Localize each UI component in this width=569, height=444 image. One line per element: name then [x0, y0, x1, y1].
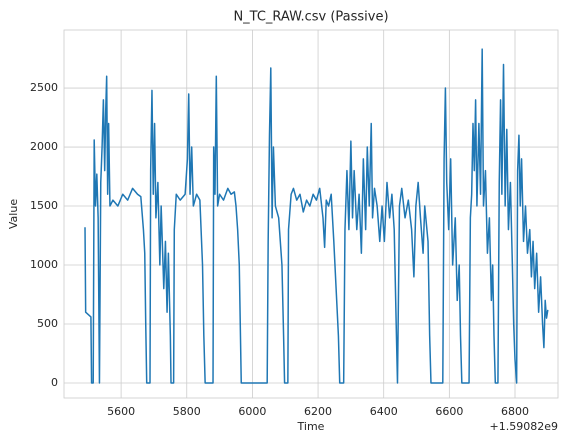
y-tick-label: 0	[51, 376, 58, 389]
plot-area	[63, 29, 559, 399]
y-axis-label: Value	[7, 199, 20, 229]
x-tick-label: 5800	[173, 405, 201, 418]
x-tick-label: 6400	[370, 405, 398, 418]
x-tick-label: 6600	[435, 405, 463, 418]
chart-title: N_TC_RAW.csv (Passive)	[233, 10, 388, 25]
y-tick-label: 2000	[30, 140, 58, 153]
data-line	[84, 48, 549, 384]
y-tick-label: 2500	[30, 81, 58, 94]
x-tick-label: 6000	[238, 405, 266, 418]
y-tick-label: 1000	[30, 258, 58, 271]
y-tick-label: 1500	[30, 199, 58, 212]
y-tick-label: 500	[37, 317, 58, 330]
x-tick-label: 6800	[501, 405, 529, 418]
x-tick-label: 5600	[107, 405, 135, 418]
x-offset-label: +1.59082e9	[490, 420, 558, 433]
x-axis-label: Time	[297, 420, 325, 433]
x-tick-label: 6200	[304, 405, 332, 418]
